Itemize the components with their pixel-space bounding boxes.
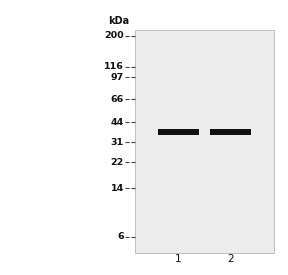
Text: 31: 31 [111,138,124,147]
Text: 97: 97 [111,73,124,82]
Text: 66: 66 [111,95,124,104]
Text: 22: 22 [111,158,124,167]
Bar [210,128,251,134]
Bar [158,128,199,134]
Text: 2: 2 [227,254,234,264]
Text: 14: 14 [111,183,124,192]
Text: 1: 1 [175,254,182,264]
Text: 200: 200 [104,31,124,40]
Text: 116: 116 [104,62,124,72]
FancyBboxPatch shape [135,30,274,253]
Text: 44: 44 [111,118,124,127]
Text: 6: 6 [117,232,124,241]
Text: kDa: kDa [109,16,130,26]
